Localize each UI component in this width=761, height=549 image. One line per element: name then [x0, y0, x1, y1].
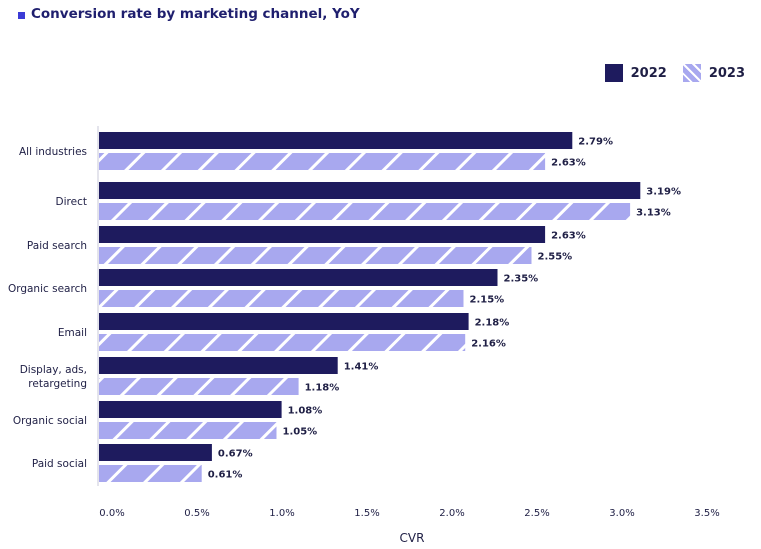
category-label: Paid social	[32, 458, 87, 470]
bar-2022	[99, 182, 641, 199]
bar-2023	[99, 203, 631, 220]
data-label-2022: 2.79%	[578, 137, 613, 148]
bar-2022	[99, 226, 546, 243]
data-label-2023: 1.18%	[305, 383, 340, 394]
category-label: Display, ads, retargeting	[20, 364, 87, 390]
data-label-2023: 2.55%	[538, 252, 573, 263]
legend-swatch-2022	[604, 64, 623, 82]
category-label: Email	[58, 327, 87, 339]
data-label-2022: 2.63%	[551, 231, 586, 242]
category-label: All industries	[19, 146, 87, 158]
x-tick-label: 0.0%	[99, 508, 124, 519]
legend-label-2023: 2023	[708, 65, 745, 81]
bar-2023	[99, 290, 464, 307]
bar-2023	[99, 153, 546, 170]
x-tick-label: 1.5%	[354, 508, 379, 519]
data-label-2023: 0.61%	[208, 470, 243, 481]
bar-2023	[99, 247, 532, 264]
x-tick-label: 2.5%	[524, 508, 549, 519]
chart-body: All industries 2.79% 2.63% Direct 3.19% 3.13%…	[8, 126, 720, 545]
data-label-2023: 2.16%	[471, 339, 506, 350]
data-label-2023: 1.05%	[283, 427, 318, 438]
bar-2022	[99, 444, 212, 461]
x-tick-label: 0.5%	[184, 508, 209, 519]
data-label-2022: 1.41%	[344, 362, 379, 373]
legend-swatch-2023	[682, 64, 701, 82]
category-label: Direct	[56, 196, 87, 208]
x-tick-label: 2.0%	[439, 508, 464, 519]
legend-item-2023: 2023	[682, 64, 745, 82]
bar-2022	[99, 401, 282, 418]
legend-item-2022: 2022	[604, 64, 667, 82]
x-tick-label: 3.5%	[694, 508, 719, 519]
bar-2022	[99, 269, 498, 286]
bar-2022	[99, 313, 469, 330]
chart-title-row: Conversion rate by marketing channel, Yo…	[18, 6, 360, 22]
data-label-2022: 0.67%	[218, 449, 253, 460]
bar-2022	[99, 132, 573, 149]
data-label-2023: 3.13%	[636, 208, 671, 219]
chart-title: Conversion rate by marketing channel, Yo…	[31, 6, 360, 22]
bar-2023	[99, 334, 466, 351]
x-axis-title: CVR	[400, 531, 425, 545]
data-label-2023: 2.63%	[551, 158, 586, 169]
legend: 2022 2023	[604, 64, 745, 82]
legend-label-2022: 2022	[630, 65, 667, 81]
data-label-2022: 3.19%	[646, 187, 681, 198]
data-label-2023: 2.15%	[470, 295, 505, 306]
x-tick-label: 3.0%	[609, 508, 634, 519]
bar-2023	[99, 378, 299, 395]
x-tick-label: 1.0%	[269, 508, 294, 519]
data-label-2022: 2.18%	[475, 318, 510, 329]
data-label-2022: 1.08%	[288, 406, 323, 417]
bar-2023	[99, 465, 202, 482]
category-label: Organic search	[8, 283, 87, 295]
category-label: Paid search	[27, 240, 87, 252]
title-marker	[18, 11, 25, 19]
bar-2023	[99, 422, 277, 439]
category-label: Organic social	[13, 415, 87, 427]
bar-2022	[99, 357, 338, 374]
data-label-2022: 2.35%	[504, 274, 539, 285]
